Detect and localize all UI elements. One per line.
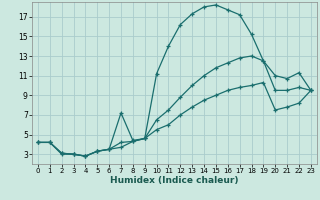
X-axis label: Humidex (Indice chaleur): Humidex (Indice chaleur) bbox=[110, 176, 239, 185]
